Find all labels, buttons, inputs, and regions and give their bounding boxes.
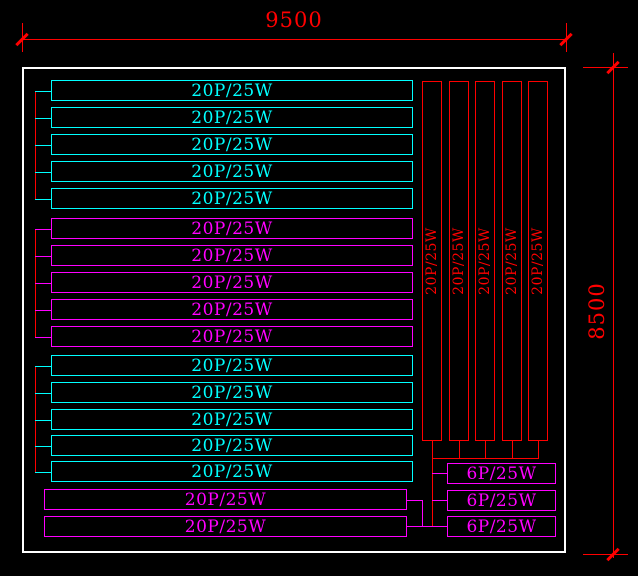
group-top-cyan-stub xyxy=(35,117,52,119)
group-middle-magenta-stub xyxy=(35,228,52,230)
bar-20p-25w-label: 20P/25W xyxy=(191,161,273,182)
bar-6p-25w: 6P/25W xyxy=(447,490,556,511)
wire-segment xyxy=(432,526,448,527)
dim-top-line xyxy=(22,39,567,40)
group-middle-magenta-stub xyxy=(35,309,52,311)
wire-segment xyxy=(432,500,448,501)
wire-segment xyxy=(407,500,423,501)
bar-20p-25w-label: 20P/25W xyxy=(191,134,273,155)
group-lower-cyan-stub xyxy=(35,445,52,447)
wire-segment xyxy=(512,441,513,459)
vertical-bar-20p-25w xyxy=(449,81,469,441)
vertical-bar-20p-25w-label: 20P/25W xyxy=(504,227,520,295)
bar-20p-25w-label: 20P/25W xyxy=(191,80,273,101)
bar-6p-25w-label: 6P/25W xyxy=(466,516,537,537)
wire-segment xyxy=(459,441,460,459)
bar-20p-25w: 20P/25W xyxy=(51,326,413,347)
group-lower-cyan-bus xyxy=(35,365,36,473)
bar-6p-25w: 6P/25W xyxy=(447,463,556,484)
bar-20p-25w: 20P/25W xyxy=(51,188,413,209)
group-top-cyan-stub xyxy=(35,198,52,200)
group-middle-magenta-stub xyxy=(35,255,52,257)
vertical-bar-20p-25w-label: 20P/25W xyxy=(424,227,440,295)
dim-right-line xyxy=(613,53,614,558)
wire-segment xyxy=(432,458,539,459)
bar-20p-25w-label: 20P/25W xyxy=(191,188,273,209)
bar-20p-25w: 20P/25W xyxy=(51,409,413,430)
bar-20p-25w: 20P/25W xyxy=(51,461,413,482)
vertical-bar-20p-25w xyxy=(528,81,548,441)
bar-6p-25w: 6P/25W xyxy=(447,516,556,537)
group-lower-cyan-stub xyxy=(35,392,52,394)
bar-20p-25w-label: 20P/25W xyxy=(191,245,273,266)
bar-20p-25w-label: 20P/25W xyxy=(191,382,273,403)
bar-20p-25w-label: 20P/25W xyxy=(191,272,273,293)
bar-20p-25w: 20P/25W xyxy=(51,355,413,376)
bar-20p-25w-label: 20P/25W xyxy=(184,516,267,537)
vertical-bar-20p-25w-label: 20P/25W xyxy=(451,227,467,295)
dim-top-label: 9500 xyxy=(265,8,323,32)
bar-20p-25w-label: 20P/25W xyxy=(191,461,273,482)
wire-segment xyxy=(538,441,539,459)
bar-20p-25w: 20P/25W xyxy=(51,382,413,403)
wire-segment xyxy=(432,473,448,474)
vertical-bar-20p-25w xyxy=(475,81,495,441)
bar-20p-25w: 20P/25W xyxy=(51,272,413,293)
bar-20p-25w-label: 20P/25W xyxy=(191,326,273,347)
group-middle-magenta-stub xyxy=(35,282,52,284)
bar-20p-25w-label: 20P/25W xyxy=(191,355,273,376)
wire-segment xyxy=(422,500,423,527)
vertical-bar-20p-25w xyxy=(502,81,522,441)
bar-20p-25w: 20P/25W xyxy=(51,80,413,101)
group-top-cyan-stub xyxy=(35,90,52,92)
bar-20p-25w: 20P/25W xyxy=(51,435,413,456)
bar-20p-25w-label: 20P/25W xyxy=(191,435,273,456)
vertical-bar-20p-25w-label: 20P/25W xyxy=(477,227,493,295)
group-lower-cyan-stub xyxy=(35,419,52,421)
group-top-cyan-stub xyxy=(35,171,52,173)
bar-20p-25w: 20P/25W xyxy=(51,218,413,239)
bar-20p-25w: 20P/25W xyxy=(51,245,413,266)
vertical-bar-20p-25w xyxy=(422,81,442,441)
bar-20p-25w: 20P/25W xyxy=(44,516,407,537)
bar-20p-25w: 20P/25W xyxy=(44,489,407,510)
group-lower-cyan-stub xyxy=(35,471,52,473)
dim-right-extension-bottom xyxy=(583,554,628,555)
wire-segment xyxy=(432,458,433,527)
bar-6p-25w-label: 6P/25W xyxy=(466,490,537,511)
bar-20p-25w: 20P/25W xyxy=(51,134,413,155)
group-lower-cyan-stub xyxy=(35,365,52,367)
bar-20p-25w: 20P/25W xyxy=(51,107,413,128)
bar-20p-25w: 20P/25W xyxy=(51,299,413,320)
bar-20p-25w-label: 20P/25W xyxy=(184,489,267,510)
wire-segment xyxy=(485,441,486,459)
dim-right-extension-top xyxy=(583,67,628,68)
wire-segment xyxy=(407,526,433,527)
group-middle-magenta-stub xyxy=(35,336,52,338)
bar-6p-25w-label: 6P/25W xyxy=(466,463,537,484)
bar-20p-25w-label: 20P/25W xyxy=(191,107,273,128)
bar-20p-25w: 20P/25W xyxy=(51,161,413,182)
bar-20p-25w-label: 20P/25W xyxy=(191,299,273,320)
bar-20p-25w-label: 20P/25W xyxy=(191,218,273,239)
wire-segment xyxy=(432,441,433,459)
drawing-border xyxy=(22,67,566,553)
bar-20p-25w-label: 20P/25W xyxy=(191,409,273,430)
vertical-bar-20p-25w-label: 20P/25W xyxy=(530,227,546,295)
group-top-cyan-stub xyxy=(35,144,52,146)
